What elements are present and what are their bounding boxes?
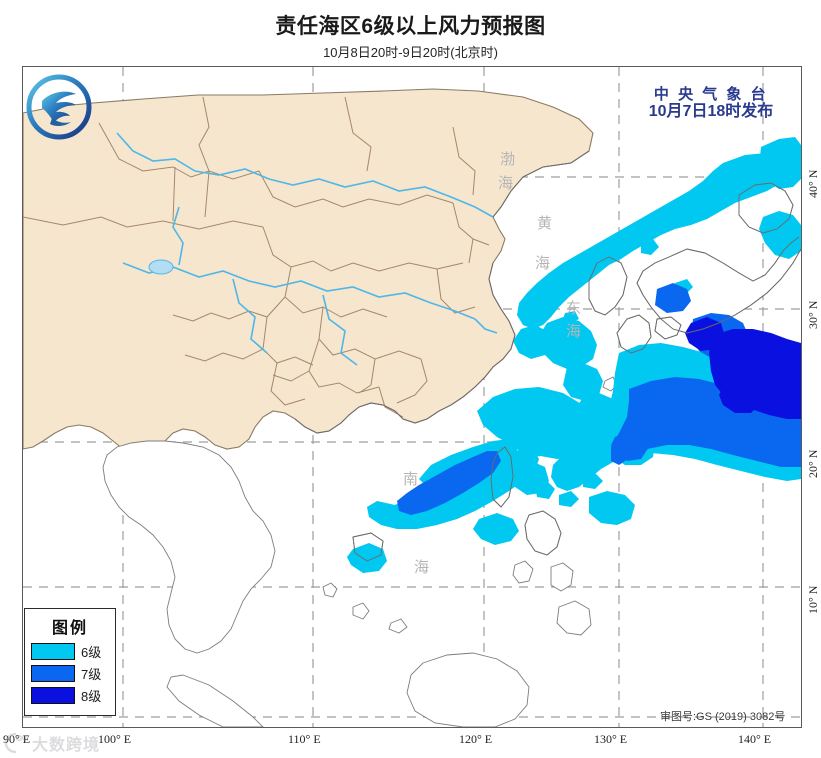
coastlines-overlay bbox=[294, 150, 801, 562]
legend-swatch-level8 bbox=[31, 687, 75, 704]
map-review-number: 审图号:GS (2019) 3082号 bbox=[660, 711, 786, 723]
svg-text:渤: 渤 bbox=[500, 151, 515, 168]
watermark-text: 大数跨境 bbox=[32, 737, 101, 754]
page-title: 责任海区6级以上风力预报图 bbox=[275, 15, 546, 38]
watermark-logo-icon bbox=[4, 732, 28, 754]
lon-label-110: 110° E bbox=[288, 732, 321, 746]
lat-label-10: 10° N bbox=[806, 585, 820, 614]
page-subtitle: 10月8日20时-9日20时(北京时) bbox=[323, 45, 498, 60]
legend-label-level7: 7级 bbox=[81, 667, 102, 682]
borneo bbox=[406, 652, 530, 727]
svg-text:黄: 黄 bbox=[537, 215, 552, 232]
lat-label-30: 30° N bbox=[806, 300, 820, 329]
legend-title: 图例 bbox=[51, 620, 88, 637]
mindanao bbox=[556, 600, 592, 636]
wind-area-level8 bbox=[685, 317, 801, 419]
lat-label-40: 40° N bbox=[806, 169, 820, 198]
lon-label-100: 100° E bbox=[98, 732, 132, 746]
svg-text:海: 海 bbox=[566, 323, 581, 340]
cma-logo-icon bbox=[26, 74, 92, 140]
svg-text:海: 海 bbox=[414, 559, 429, 576]
legend-item-level8: 8级 bbox=[31, 686, 109, 705]
rivers bbox=[116, 132, 498, 366]
legend-label-level8: 8级 bbox=[81, 689, 102, 704]
sea-labels: 渤 海 黄 海 东 海 南 海 bbox=[403, 151, 581, 576]
legend-swatch-level6 bbox=[31, 643, 75, 660]
watermark: 大数跨境 bbox=[4, 730, 100, 756]
lon-label-90: 90° E bbox=[3, 732, 31, 746]
philippines-mid bbox=[550, 562, 574, 592]
lat-label-20: 20° N bbox=[806, 449, 820, 478]
svg-text:东: 东 bbox=[566, 300, 581, 317]
lake-qinghai bbox=[148, 259, 174, 275]
legend-box: 图例 6级 7级 8级 bbox=[24, 608, 116, 716]
issuer-block: 中 央 气 象 台 10月7日18时发布 bbox=[628, 86, 794, 122]
panay bbox=[512, 560, 534, 584]
lon-label-140: 140° E bbox=[738, 732, 772, 746]
svg-text:南: 南 bbox=[403, 471, 418, 488]
lon-label-130: 130° E bbox=[594, 732, 628, 746]
province-boundaries bbox=[23, 96, 490, 418]
map-canvas: 渤 海 黄 海 东 海 南 海 bbox=[23, 67, 801, 727]
legend-swatch-level7 bbox=[31, 665, 75, 682]
legend-label-level6: 6级 bbox=[81, 645, 102, 660]
svg-text:海: 海 bbox=[535, 255, 550, 272]
indochina bbox=[102, 440, 276, 654]
legend-item-level6: 6级 bbox=[31, 642, 109, 661]
issuer-time: 10月7日18时发布 bbox=[648, 103, 774, 121]
legend-item-level7: 7级 bbox=[31, 664, 109, 683]
svg-text:海: 海 bbox=[498, 175, 513, 192]
lon-label-120: 120° E bbox=[459, 732, 493, 746]
sumatra bbox=[166, 674, 264, 727]
weather-map[interactable]: 渤 海 黄 海 东 海 南 海 bbox=[22, 66, 802, 728]
issuer-name: 中 央 气 象 台 bbox=[653, 86, 769, 103]
